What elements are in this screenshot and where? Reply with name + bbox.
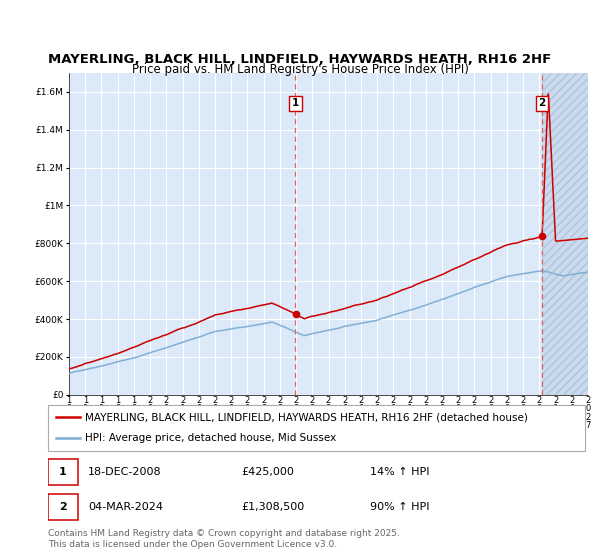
Text: 2: 2 bbox=[59, 502, 67, 511]
FancyBboxPatch shape bbox=[48, 493, 77, 520]
Text: MAYERLING, BLACK HILL, LINDFIELD, HAYWARDS HEATH, RH16 2HF (detached house): MAYERLING, BLACK HILL, LINDFIELD, HAYWAR… bbox=[85, 412, 527, 422]
FancyBboxPatch shape bbox=[48, 459, 77, 486]
Text: 04-MAR-2024: 04-MAR-2024 bbox=[88, 502, 163, 511]
Text: 90% ↑ HPI: 90% ↑ HPI bbox=[370, 502, 430, 511]
Text: 1: 1 bbox=[292, 99, 299, 109]
FancyBboxPatch shape bbox=[48, 405, 585, 451]
Text: HPI: Average price, detached house, Mid Sussex: HPI: Average price, detached house, Mid … bbox=[85, 433, 336, 444]
Text: £425,000: £425,000 bbox=[241, 468, 294, 477]
Text: 14% ↑ HPI: 14% ↑ HPI bbox=[370, 468, 430, 477]
Text: £1,308,500: £1,308,500 bbox=[241, 502, 305, 511]
Text: MAYERLING, BLACK HILL, LINDFIELD, HAYWARDS HEATH, RH16 2HF: MAYERLING, BLACK HILL, LINDFIELD, HAYWAR… bbox=[49, 53, 551, 67]
Text: 1: 1 bbox=[59, 468, 67, 477]
Text: 18-DEC-2008: 18-DEC-2008 bbox=[88, 468, 162, 477]
Text: Contains HM Land Registry data © Crown copyright and database right 2025.
This d: Contains HM Land Registry data © Crown c… bbox=[48, 529, 400, 549]
Text: 2: 2 bbox=[538, 99, 546, 109]
Text: Price paid vs. HM Land Registry's House Price Index (HPI): Price paid vs. HM Land Registry's House … bbox=[131, 63, 469, 76]
